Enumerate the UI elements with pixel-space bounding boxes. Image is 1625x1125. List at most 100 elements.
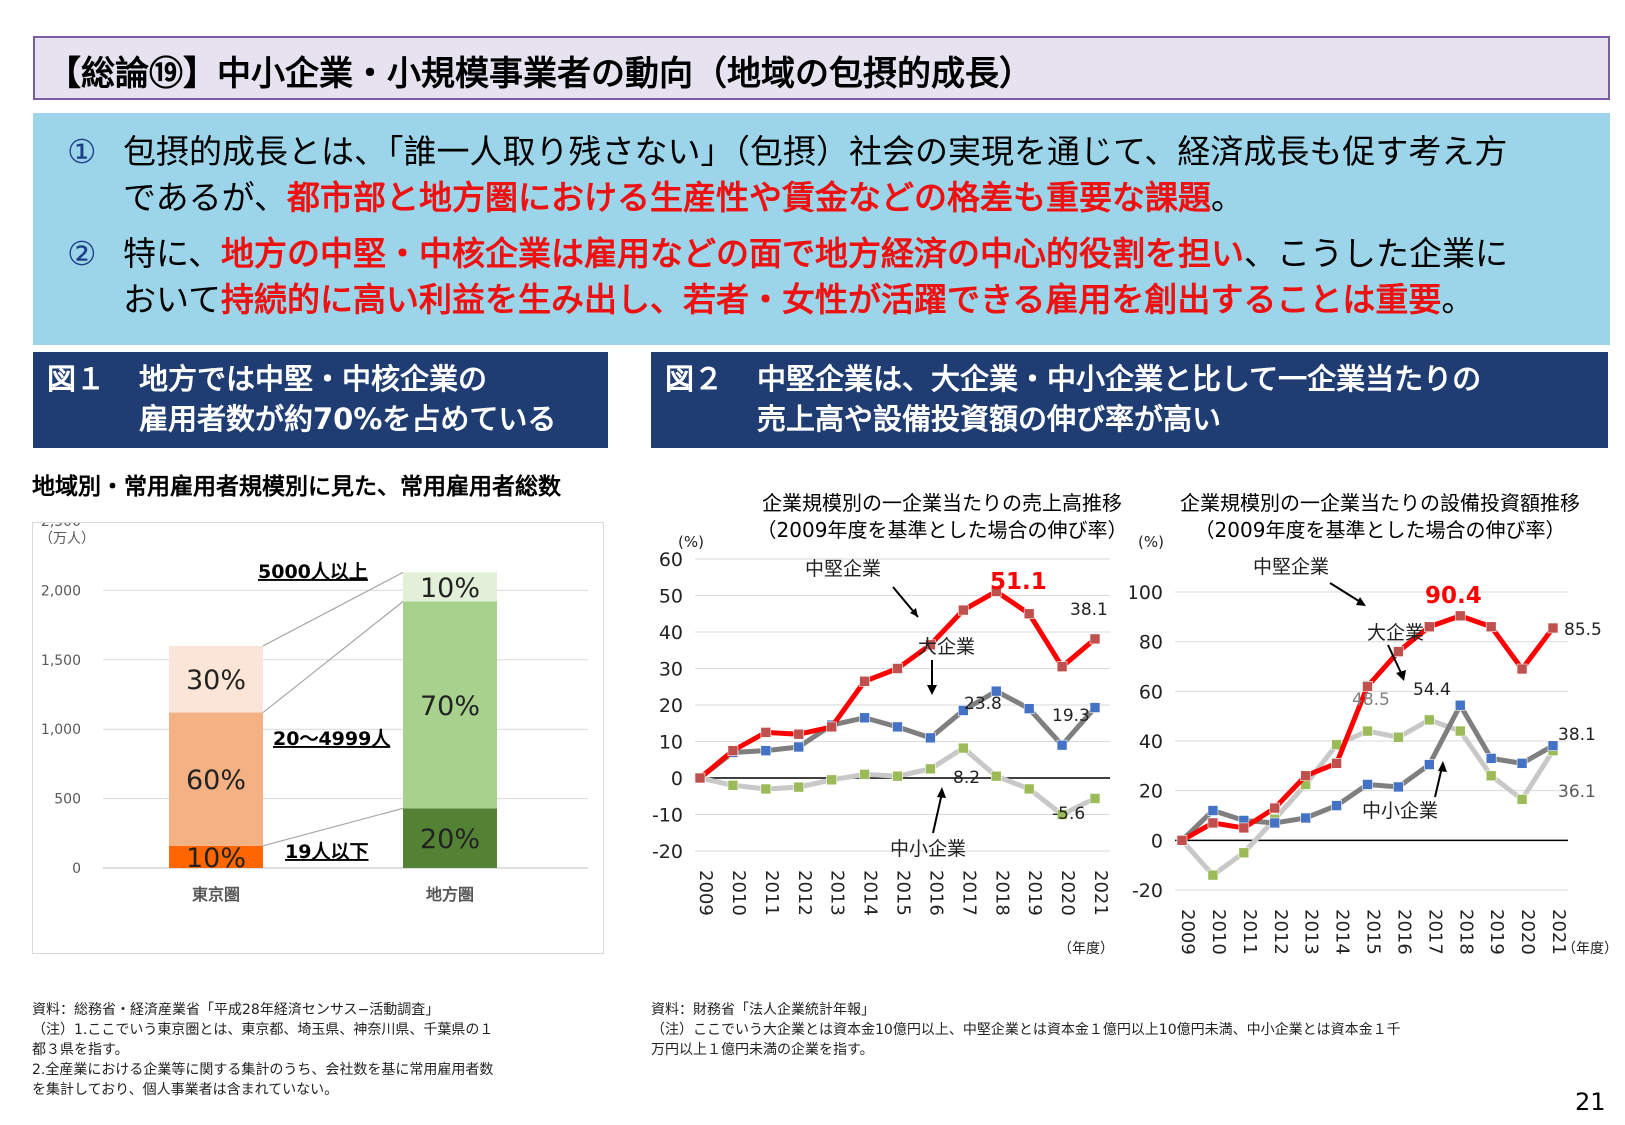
data-point	[1023, 783, 1035, 795]
data-point	[1056, 809, 1068, 820]
data-point	[1485, 770, 1497, 782]
x-tick-label: 2021	[1548, 909, 1569, 955]
page-number: 21	[1575, 1088, 1606, 1116]
y-tick-label: 60	[659, 549, 683, 571]
summary-box: ① 包摂的成長とは、「誰一人取り残さない」（包摂）社会の実現を通じて、経済成長も促…	[33, 113, 1610, 345]
data-point	[793, 781, 805, 793]
x-unit-label: （年度）	[1562, 941, 1618, 957]
x-tick-label: 2021	[1090, 870, 1111, 916]
data-point	[1362, 725, 1373, 737]
data-point	[892, 663, 903, 674]
arrow-head	[910, 608, 918, 617]
data-point	[1516, 794, 1528, 805]
bar-percent-label: 60%	[186, 765, 246, 796]
x-tick-label: 2009	[1177, 909, 1198, 955]
data-point	[1547, 622, 1559, 634]
data-point	[793, 728, 805, 740]
data-point	[958, 742, 969, 754]
y-tick-label: 2,500	[41, 523, 81, 530]
data-point	[990, 770, 1002, 782]
chart-title-line: 企業規模別の一企業当たりの設備投資額推移	[1180, 491, 1580, 515]
x-tick-label: 2012	[794, 870, 815, 916]
y-tick-label: 0	[72, 861, 81, 877]
arrow-line	[1434, 766, 1443, 798]
y-tick-label: 20	[1139, 781, 1163, 803]
series-line	[1180, 717, 1556, 878]
y-tick-label: 30	[659, 659, 683, 681]
y-tick-label: 40	[659, 622, 683, 644]
connector-line	[262, 571, 404, 647]
x-tick-label: 2015	[1363, 909, 1384, 955]
x-tick-label: 2017	[1424, 909, 1445, 955]
x-tick-label: 2019	[1486, 909, 1507, 955]
chart2a-title: 企業規模別の一企業当たりの売上高推移 （2009年度を基準とした場合の伸び率）	[742, 490, 1142, 544]
source-line: （注）ここでいう大企業とは資本金10億円以上、中堅企業とは資本金１億円以上10億…	[651, 1022, 1401, 1038]
data-point	[1207, 869, 1219, 881]
series-name-label: 中小企業	[1362, 800, 1438, 822]
y-tick-label: 2,000	[41, 583, 81, 599]
x-tick-label: 2009	[695, 870, 716, 916]
y-tick-label: 500	[54, 792, 81, 808]
x-tick-label: 東京圏	[192, 885, 240, 904]
source-line: 2.全産業における企業等に関する集計のうち、会社数を基に常用雇用者数	[32, 1062, 494, 1078]
data-point	[859, 769, 870, 780]
x-tick-label: 2020	[1057, 870, 1078, 916]
data-label: 48.5	[1352, 690, 1390, 710]
data-point	[1393, 731, 1404, 743]
x-tick-label: 2011	[761, 870, 782, 916]
data-label: 23.8	[964, 694, 1002, 714]
y-unit-label: (%)	[1138, 535, 1164, 551]
data-point	[925, 639, 936, 651]
y-tick-label: 0	[1151, 830, 1163, 852]
data-label: 19.3	[1052, 706, 1090, 726]
data-point	[727, 780, 739, 791]
point-text: おいて	[123, 280, 222, 319]
x-tick-label: 2011	[1239, 909, 1260, 955]
chart-title-line: （2009年度を基準とした場合の伸び率）	[1194, 518, 1566, 542]
data-point	[1300, 770, 1311, 782]
data-label: 36.1	[1558, 782, 1596, 802]
data-point	[694, 772, 706, 784]
data-point	[1424, 759, 1435, 770]
bar-percent-label: 70%	[420, 691, 480, 722]
data-label: 85.5	[1564, 620, 1602, 640]
data-point	[760, 727, 772, 738]
data-label: 51.1	[990, 569, 1047, 595]
chart-title-line: （2009年度を基準とした場合の伸び率）	[756, 518, 1128, 542]
data-point	[1516, 663, 1528, 675]
data-point	[1362, 681, 1373, 692]
x-tick-label: 2014	[1332, 909, 1353, 955]
source-note-2: 資料：財務省「法人企業統計年報」 （注）ここでいう大企業とは資本金10億円以上、…	[651, 1000, 1601, 1060]
bar-segment	[169, 712, 263, 846]
x-unit-label: （年度）	[1058, 941, 1114, 957]
data-point	[1362, 779, 1373, 790]
arrow-line	[932, 792, 943, 834]
arrow-line	[1387, 644, 1403, 676]
segment-size-label: 19人以下	[285, 841, 368, 863]
point-number: ①	[67, 132, 97, 171]
data-point	[727, 745, 739, 756]
data-point	[760, 783, 772, 795]
point-text: 特に、	[123, 234, 222, 273]
data-point	[1176, 835, 1188, 846]
series-name-label: 大企業	[1367, 622, 1424, 644]
x-tick-label: 2016	[925, 870, 946, 916]
data-point	[892, 721, 903, 733]
y-tick-label: 100	[1130, 582, 1163, 604]
point-text: 包摂的成長とは、「誰一人取り残さない」（包摂）社会の実現を通じて、経済成長も促す…	[123, 132, 1508, 171]
summary-point-1: ① 包摂的成長とは、「誰一人取り残さない」（包摂）社会の実現を通じて、経済成長も促…	[67, 129, 1577, 221]
y-tick-label: 0	[671, 768, 683, 790]
source-line: を集計しており、個人事業者は含まれていない。	[32, 1082, 339, 1098]
data-point	[859, 712, 870, 724]
data-point	[859, 675, 870, 687]
bar-percent-label: 10%	[420, 573, 480, 604]
chart2b-title: 企業規模別の一企業当たりの設備投資額推移 （2009年度を基準とした場合の伸び率…	[1160, 490, 1600, 544]
series-name-label: 大企業	[918, 636, 975, 658]
data-point	[1056, 661, 1068, 672]
data-point	[1485, 621, 1497, 633]
y-tick-label: 60	[1139, 681, 1163, 703]
x-tick-label: 2015	[893, 870, 914, 916]
data-point	[826, 774, 837, 786]
y-tick-label: 20	[659, 695, 683, 717]
data-point	[1454, 725, 1466, 737]
